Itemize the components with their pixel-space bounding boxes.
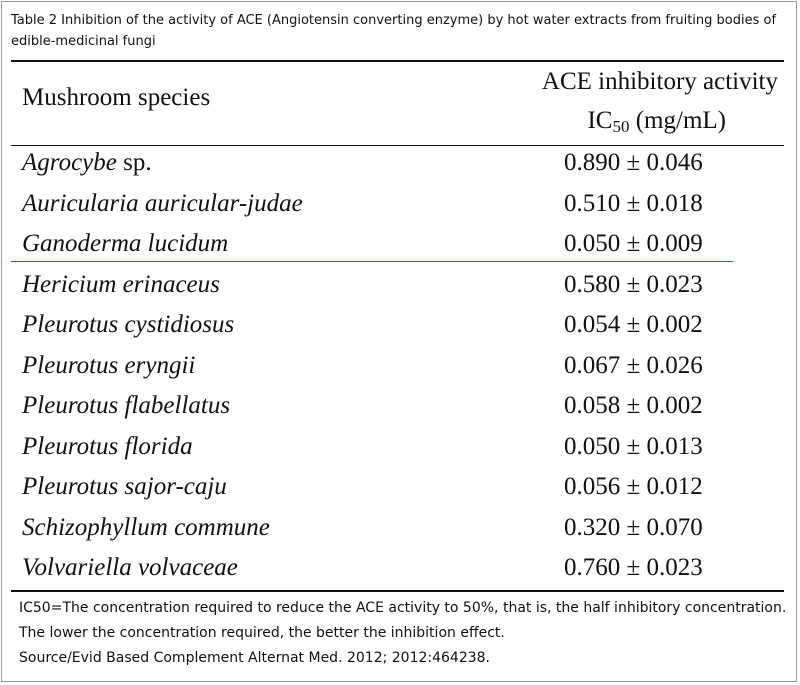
table-top-rule [11, 60, 784, 62]
table-notes: IC50=The concentration required to reduc… [19, 596, 789, 671]
table-row: Hericium erinaceus 0.580 ± 0.023 [0, 265, 800, 306]
highlight-underline [11, 261, 733, 262]
ic50-value: 0.058 ± 0.002 [564, 392, 703, 419]
ic-subscript: 50 [612, 117, 630, 136]
ic50-value: 0.580 ± 0.023 [564, 270, 703, 298]
table-row: Pleurotus florida 0.050 ± 0.013 [0, 427, 800, 468]
ic50-value: 0.050 ± 0.013 [564, 432, 703, 460]
ic50-value: 0.890 ± 0.046 [564, 149, 703, 176]
table-row: Pleurotus cystidiosus 0.054 ± 0.002 [0, 305, 800, 346]
header-activity: ACE inhibitory activity [541, 68, 778, 95]
ic50-value: 0.050 ± 0.009 [564, 230, 703, 257]
species-name: Schizophyllum commune [22, 513, 270, 541]
table-row: Ganoderma lucidum 0.050 ± 0.009 [0, 224, 800, 265]
species-name: Pleurotus flabellatus [22, 392, 231, 419]
table-row: Pleurotus flabellatus 0.058 ± 0.002 [0, 386, 800, 427]
unit-label: (mg/mL) [629, 107, 726, 134]
table-body: Agrocybe sp. 0.890 ± 0.046 Auricularia a… [0, 143, 800, 589]
ic50-value: 0.760 ± 0.023 [564, 554, 703, 581]
species-name: Pleurotus sajor-caju [22, 473, 227, 500]
ic-label: IC [587, 107, 613, 134]
table-header-rule [11, 145, 784, 146]
header-activity-unit: IC50 (mg/mL) [587, 107, 726, 136]
species-name: Pleurotus eryngii [22, 351, 196, 379]
species-name: Pleurotus florida [22, 432, 193, 460]
species-name: Pleurotus cystidiosus [22, 311, 235, 338]
species-name: Volvariella volvaceae [22, 554, 238, 581]
source-note: Source/Evid Based Complement Alternat Me… [19, 650, 491, 666]
species-name: Agrocybe sp. [22, 149, 152, 176]
ic50-value: 0.054 ± 0.002 [564, 311, 703, 338]
ic50-value: 0.320 ± 0.070 [564, 513, 703, 541]
table-row: Agrocybe sp. 0.890 ± 0.046 [0, 143, 800, 184]
table-row: Volvariella volvaceae 0.760 ± 0.023 [0, 548, 800, 589]
table-row: Schizophyllum commune 0.320 ± 0.070 [0, 508, 800, 549]
ic50-value: 0.056 ± 0.012 [564, 473, 703, 500]
table-caption: Table 2 Inhibition of the activity of AC… [11, 13, 777, 49]
species-name: Hericium erinaceus [22, 270, 220, 298]
species-name: Auricularia auricular-judae [22, 189, 303, 217]
header-species: Mushroom species [22, 84, 211, 111]
ic50-value: 0.067 ± 0.026 [564, 351, 703, 379]
ic50-definition-note: IC50=The concentration required to reduc… [19, 600, 787, 641]
ic50-value: 0.510 ± 0.018 [564, 189, 703, 217]
table-row: Pleurotus sajor-caju 0.056 ± 0.012 [0, 467, 800, 508]
table-row: Pleurotus eryngii 0.067 ± 0.026 [0, 346, 800, 387]
table-row: Auricularia auricular-judae 0.510 ± 0.01… [0, 184, 800, 225]
table-bottom-rule [11, 590, 784, 592]
species-name: Ganoderma lucidum [22, 230, 229, 257]
